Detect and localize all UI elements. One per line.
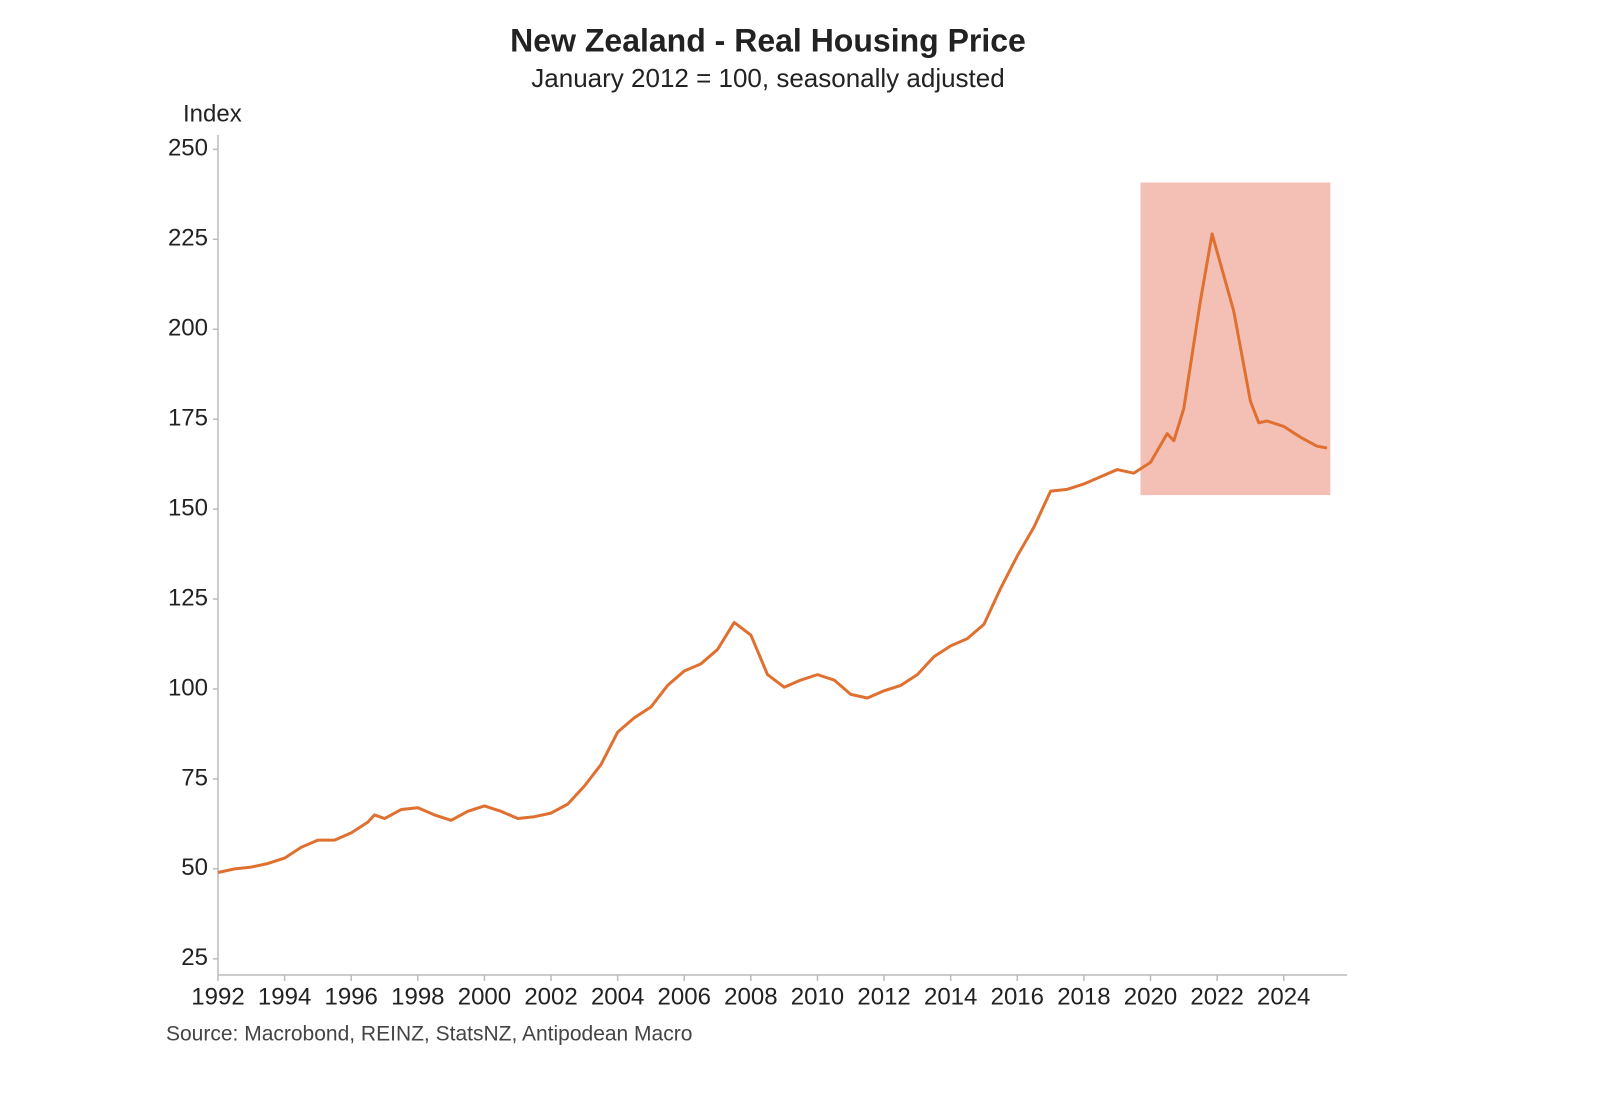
y-tick-label: 150 — [168, 494, 208, 521]
x-tick-label: 2014 — [924, 983, 977, 1010]
x-tick-label: 2002 — [524, 983, 577, 1010]
y-tick-label: 200 — [168, 315, 208, 342]
plot-area: 25 50 75 100 125 150 175 200 225 250 1992 1994 1996 1… — [168, 135, 1347, 1010]
y-axis-label: Index — [183, 100, 242, 127]
y-tick-label: 250 — [168, 135, 208, 162]
x-tick-label: 2018 — [1057, 983, 1110, 1010]
y-tick-label: 225 — [168, 225, 208, 252]
x-tick-label: 2024 — [1257, 983, 1310, 1010]
y-tick-label: 25 — [181, 944, 208, 971]
x-tick-label: 1992 — [191, 983, 244, 1010]
x-tick-label: 1994 — [258, 983, 311, 1010]
x-tick-label: 2020 — [1124, 983, 1177, 1010]
x-tick-label: 2000 — [458, 983, 511, 1010]
data-line — [217, 232, 1328, 874]
y-tick-label: 100 — [168, 674, 208, 701]
y-tick-label: 125 — [168, 584, 208, 611]
x-tick-label: 2008 — [724, 983, 777, 1010]
chart-title: New Zealand - Real Housing Price — [510, 22, 1026, 58]
y-tick-label: 75 — [181, 764, 208, 791]
chart-subtitle: January 2012 = 100, seasonally adjusted — [531, 63, 1004, 93]
x-tick-label: 2016 — [991, 983, 1044, 1010]
source-note: Source: Macrobond, REINZ, StatsNZ, Antip… — [166, 1023, 692, 1046]
y-tick-label: 175 — [168, 405, 208, 432]
y-tick-label: 50 — [181, 854, 208, 881]
x-tick-label: 2022 — [1190, 983, 1243, 1010]
x-tick-label: 2006 — [658, 983, 711, 1010]
x-tick-label: 2012 — [857, 983, 910, 1010]
x-tick-label: 2004 — [591, 983, 644, 1010]
x-tick-label: 1996 — [325, 983, 378, 1010]
x-tick-label: 2010 — [791, 983, 844, 1010]
x-tick-label: 1998 — [391, 983, 444, 1010]
highlight-region — [1140, 182, 1331, 496]
